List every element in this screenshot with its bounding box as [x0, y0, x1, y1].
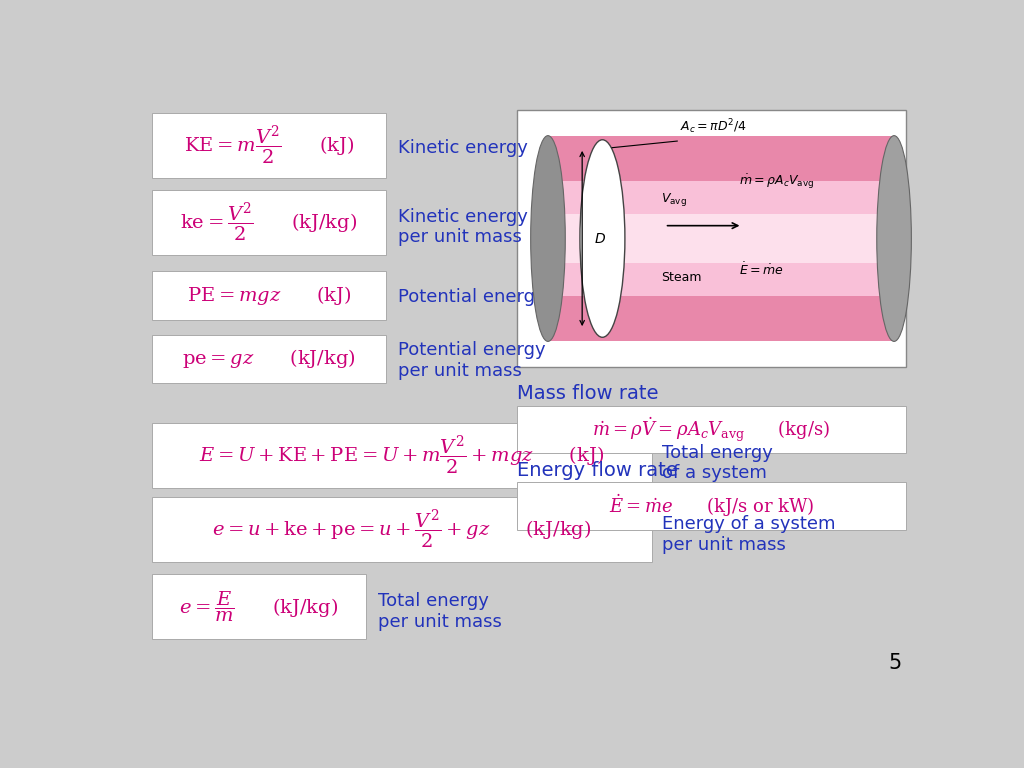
FancyBboxPatch shape — [548, 214, 894, 263]
FancyBboxPatch shape — [517, 482, 905, 530]
FancyBboxPatch shape — [152, 190, 386, 255]
Text: $\dot{m} = \rho \dot{V} = \rho A_c V_{\mathrm{avg}} \qquad \mathrm{(kg/s)}$: $\dot{m} = \rho \dot{V} = \rho A_c V_{\m… — [592, 415, 830, 444]
Text: $\mathrm{PE} = mgz \qquad \mathrm{(kJ)}$: $\mathrm{PE} = mgz \qquad \mathrm{(kJ)}$ — [186, 284, 351, 307]
FancyBboxPatch shape — [152, 113, 386, 178]
FancyBboxPatch shape — [517, 110, 905, 367]
Text: Energy flow rate: Energy flow rate — [517, 461, 678, 480]
FancyBboxPatch shape — [517, 406, 905, 453]
Text: $\dot{E} = \dot{m}e$: $\dot{E} = \dot{m}e$ — [738, 261, 783, 278]
Text: $\mathrm{pe} = gz \qquad \mathrm{(kJ/kg)}$: $\mathrm{pe} = gz \qquad \mathrm{(kJ/kg)… — [182, 347, 355, 370]
Text: $e = u + \mathrm{ke} + \mathrm{pe} = u + \dfrac{V^2}{2} + gz \qquad \mathrm{(kJ/: $e = u + \mathrm{ke} + \mathrm{pe} = u +… — [212, 508, 592, 551]
Text: Total energy
of a system: Total energy of a system — [663, 444, 773, 482]
FancyBboxPatch shape — [152, 423, 652, 488]
FancyBboxPatch shape — [548, 181, 894, 296]
FancyBboxPatch shape — [152, 574, 367, 639]
Ellipse shape — [580, 140, 625, 337]
Text: Energy of a system
per unit mass: Energy of a system per unit mass — [663, 515, 836, 554]
Text: $\dot{m} = \rho A_c V_{\mathrm{avg}}$: $\dot{m} = \rho A_c V_{\mathrm{avg}}$ — [738, 173, 814, 191]
Ellipse shape — [877, 136, 911, 342]
FancyBboxPatch shape — [152, 335, 386, 383]
Text: Total energy
per unit mass: Total energy per unit mass — [378, 592, 502, 631]
Text: 5: 5 — [889, 653, 902, 673]
Text: Mass flow rate: Mass flow rate — [517, 384, 658, 403]
Text: Potential energy: Potential energy — [397, 288, 546, 306]
FancyBboxPatch shape — [548, 136, 894, 181]
Text: $D$: $D$ — [594, 231, 606, 246]
Ellipse shape — [530, 136, 565, 342]
Text: $\dot{E} = \dot{m}e \qquad \mathrm{(kJ/s\ or\ kW)}$: $\dot{E} = \dot{m}e \qquad \mathrm{(kJ/s… — [608, 493, 814, 519]
Text: Potential energy
per unit mass: Potential energy per unit mass — [397, 341, 546, 380]
Text: $V_{\mathrm{avg}}$: $V_{\mathrm{avg}}$ — [660, 191, 687, 208]
Text: $\mathrm{KE} = m\dfrac{V^2}{2} \qquad \mathrm{(kJ)}$: $\mathrm{KE} = m\dfrac{V^2}{2} \qquad \m… — [183, 124, 354, 167]
Text: $\mathrm{ke} = \dfrac{V^2}{2} \qquad \mathrm{(kJ/kg)}$: $\mathrm{ke} = \dfrac{V^2}{2} \qquad \ma… — [180, 200, 357, 244]
Text: $A_c = \pi D^2/4$: $A_c = \pi D^2/4$ — [680, 117, 748, 136]
FancyBboxPatch shape — [548, 296, 894, 342]
Text: $e = \dfrac{E}{m} \qquad \mathrm{(kJ/kg)}$: $e = \dfrac{E}{m} \qquad \mathrm{(kJ/kg)… — [179, 590, 339, 624]
Text: $E = U + \mathrm{KE} + \mathrm{PE} = U + m\dfrac{V^2}{2} + mgz \qquad \mathrm{(k: $E = U + \mathrm{KE} + \mathrm{PE} = U +… — [200, 434, 604, 478]
FancyBboxPatch shape — [152, 497, 652, 562]
Text: Steam: Steam — [660, 270, 701, 283]
Text: Kinetic energy
per unit mass: Kinetic energy per unit mass — [397, 207, 527, 247]
Text: Kinetic energy: Kinetic energy — [397, 139, 527, 157]
FancyBboxPatch shape — [152, 271, 386, 319]
